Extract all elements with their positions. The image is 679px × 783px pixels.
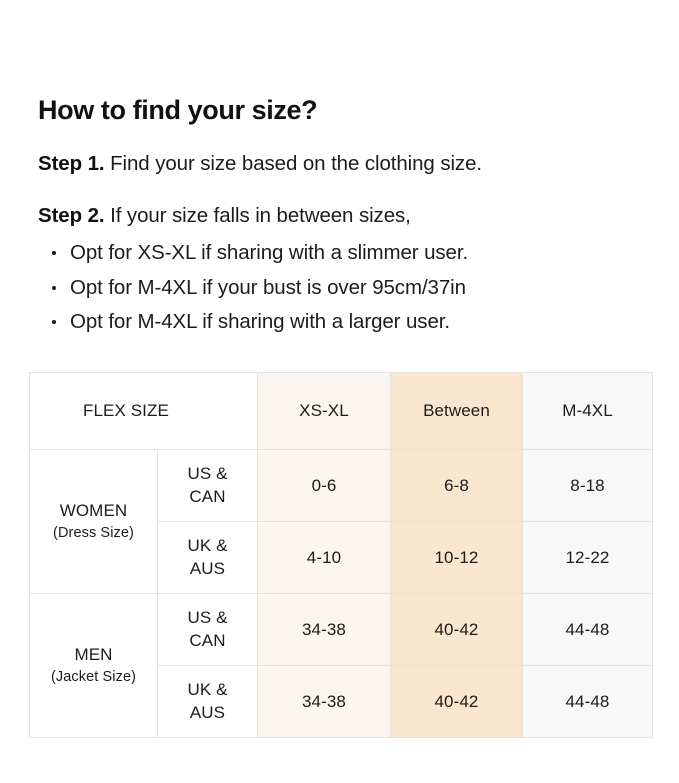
table-header-row: FLEX SIZE XS-XL Between M-4XL xyxy=(29,372,653,450)
table-row: WOMEN (Dress Size) US & CAN 0-6 6-8 8-18 xyxy=(29,449,653,594)
region-line-1: US & xyxy=(187,608,228,628)
cell-xs-xl: 4-10 xyxy=(257,521,391,594)
step-2-line: Step 2. If your size falls in between si… xyxy=(38,202,648,229)
table-row: UK & AUS 34-38 40-42 44-48 xyxy=(30,665,653,738)
list-item: Opt for M-4XL if your bust is over 95cm/… xyxy=(38,275,648,299)
group-label-men: MEN (Jacket Size) xyxy=(29,593,158,738)
cell-between: 10-12 xyxy=(390,521,523,594)
step-1-label: Step 1. xyxy=(38,152,105,175)
region-line-2: CAN xyxy=(189,630,226,650)
cell-m-4xl: 12-22 xyxy=(522,521,653,594)
steps-section: Step 1. Find your size based on the clot… xyxy=(38,150,648,333)
bullet-text: Opt for M-4XL if sharing with a larger u… xyxy=(70,310,450,334)
group-name: WOMEN xyxy=(59,500,128,520)
cell-xs-xl: 34-38 xyxy=(257,593,391,666)
region-line-2: CAN xyxy=(189,486,226,506)
region-line-2: AUS xyxy=(189,702,226,722)
group-sub: (Jacket Size) xyxy=(50,668,137,685)
size-chart-table: FLEX SIZE XS-XL Between M-4XL WOMEN (Dre… xyxy=(29,372,653,738)
region-label: UK & AUS xyxy=(157,521,258,594)
bullet-dot-icon xyxy=(52,251,56,256)
cell-between: 6-8 xyxy=(390,449,523,522)
size-chart-table-wrapper: FLEX SIZE XS-XL Between M-4XL WOMEN (Dre… xyxy=(29,372,653,738)
cell-between: 40-42 xyxy=(390,593,523,666)
list-item: Opt for XS-XL if sharing with a slimmer … xyxy=(38,241,648,265)
step-2-bullet-list: Opt for XS-XL if sharing with a slimmer … xyxy=(38,241,648,334)
bullet-text: Opt for M-4XL if your bust is over 95cm/… xyxy=(70,275,466,299)
header-xs-xl: XS-XL xyxy=(257,372,391,450)
region-label: US & CAN xyxy=(157,449,258,522)
step-2-text: If your size falls in between sizes, xyxy=(104,204,411,228)
group-sub: (Dress Size) xyxy=(53,524,134,541)
cell-between: 40-42 xyxy=(390,665,523,738)
table-row: MEN (Jacket Size) US & CAN 34-38 40-42 4… xyxy=(29,593,653,738)
cell-m-4xl: 44-48 xyxy=(522,665,653,738)
cell-m-4xl: 8-18 xyxy=(522,449,653,522)
region-label: UK & AUS xyxy=(157,665,258,738)
step-2-label: Step 2. xyxy=(38,204,105,228)
cell-xs-xl: 0-6 xyxy=(257,449,391,522)
header-flex-size: FLEX SIZE xyxy=(29,372,258,450)
bullet-dot-icon xyxy=(52,285,56,290)
region-line-1: UK & xyxy=(187,680,228,700)
bullet-dot-icon xyxy=(52,320,56,325)
region-line-1: US & xyxy=(187,464,228,484)
step-1-line: Step 1. Find your size based on the clot… xyxy=(38,150,648,177)
header-between: Between xyxy=(390,372,523,450)
region-line-1: UK & xyxy=(187,536,228,556)
header-m-4xl: M-4XL xyxy=(522,372,653,450)
list-item: Opt for M-4XL if sharing with a larger u… xyxy=(38,310,648,334)
table-row: UK & AUS 4-10 10-12 12-22 xyxy=(30,521,653,594)
group-label-women: WOMEN (Dress Size) xyxy=(29,449,158,594)
region-label: US & CAN xyxy=(157,593,258,666)
region-line-2: AUS xyxy=(189,558,226,578)
cell-m-4xl: 44-48 xyxy=(522,593,653,666)
page-title: How to find your size? xyxy=(38,95,318,126)
step-1-text: Find your size based on the clothing siz… xyxy=(104,152,482,175)
bullet-text: Opt for XS-XL if sharing with a slimmer … xyxy=(70,241,469,265)
cell-xs-xl: 34-38 xyxy=(257,665,391,738)
group-name: MEN xyxy=(74,644,113,664)
